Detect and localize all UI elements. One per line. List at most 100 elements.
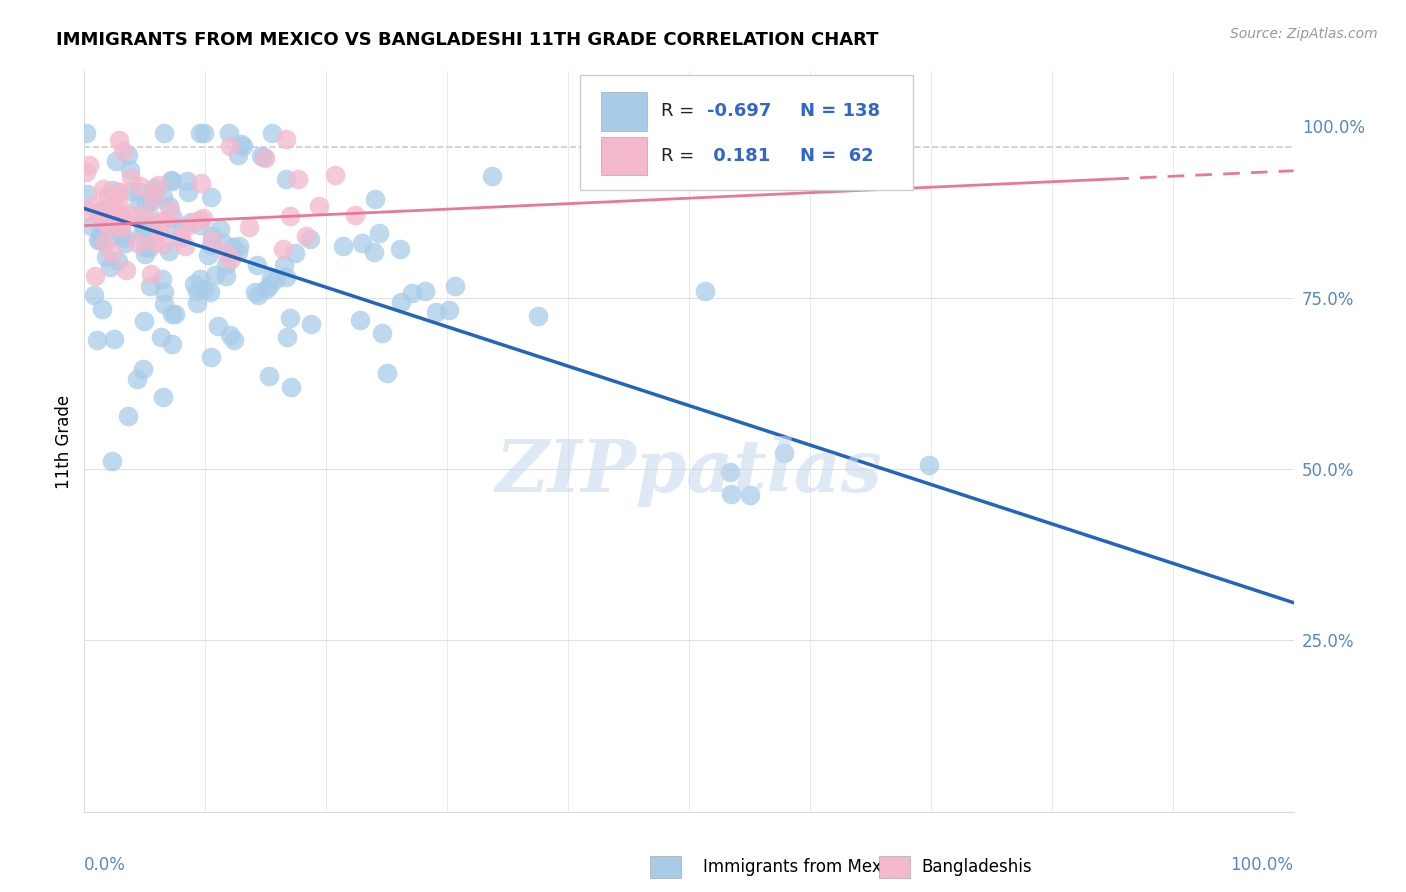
Point <box>260 126 283 140</box>
Point <box>250 149 273 163</box>
Text: N = 138: N = 138 <box>800 103 880 120</box>
Point <box>218 126 240 140</box>
Point <box>364 192 387 206</box>
Point <box>127 371 149 385</box>
Point <box>127 235 149 250</box>
Point <box>104 187 127 202</box>
Point <box>371 326 394 340</box>
Text: Source: ZipAtlas.com: Source: ZipAtlas.com <box>1230 27 1378 41</box>
Point <box>150 272 173 286</box>
Point <box>100 207 122 221</box>
Point <box>284 246 307 260</box>
Point <box>110 218 132 232</box>
Point <box>84 269 107 284</box>
Point <box>740 488 762 502</box>
Text: R =: R = <box>661 147 700 165</box>
Text: 100.0%: 100.0% <box>1230 856 1294 874</box>
Point <box>87 233 110 247</box>
Point <box>238 220 260 235</box>
Point <box>299 318 322 332</box>
Point <box>401 285 423 300</box>
Point <box>231 139 253 153</box>
Point <box>170 228 193 243</box>
Point <box>201 228 224 243</box>
Point <box>160 336 183 351</box>
Point <box>86 334 108 348</box>
Point <box>218 138 240 153</box>
Point <box>280 380 302 394</box>
Point <box>389 243 412 257</box>
Point <box>273 258 295 272</box>
Point <box>93 202 115 216</box>
Point <box>117 207 139 221</box>
Point <box>215 258 238 272</box>
Point <box>259 278 281 293</box>
Point <box>193 282 215 296</box>
Text: ZIPpatlas: ZIPpatlas <box>496 435 882 507</box>
Point <box>215 268 238 283</box>
Point <box>159 203 181 218</box>
Point <box>152 390 174 404</box>
Point <box>105 154 128 169</box>
Point <box>444 278 467 293</box>
Point <box>176 174 198 188</box>
Point <box>142 225 165 239</box>
Point <box>93 213 115 227</box>
Point <box>157 199 180 213</box>
Text: R =: R = <box>661 103 700 120</box>
Text: Bangladeshis: Bangladeshis <box>921 858 1032 876</box>
Point <box>139 195 162 210</box>
Point <box>375 367 398 381</box>
Point <box>83 287 105 301</box>
Point <box>188 213 211 227</box>
Point <box>112 211 135 226</box>
Point <box>183 277 205 292</box>
Text: -0.697: -0.697 <box>707 103 772 120</box>
FancyBboxPatch shape <box>581 75 912 190</box>
Point <box>188 272 211 286</box>
Point <box>157 244 180 258</box>
Point <box>86 205 108 219</box>
Point <box>180 215 202 229</box>
Point <box>177 186 200 200</box>
Point <box>91 202 114 216</box>
Point <box>93 219 115 233</box>
Point <box>264 271 287 285</box>
Point <box>128 185 150 199</box>
Point <box>222 240 245 254</box>
Point <box>149 330 172 344</box>
Point <box>139 187 162 202</box>
Point <box>332 239 354 253</box>
Point <box>200 350 222 364</box>
Point <box>253 150 276 164</box>
Point <box>100 454 122 468</box>
Text: 0.181: 0.181 <box>707 147 770 165</box>
Point <box>131 227 153 241</box>
Point <box>226 148 249 162</box>
Point <box>160 173 183 187</box>
Point <box>204 268 226 283</box>
Point <box>246 258 269 272</box>
Point <box>200 237 222 252</box>
Point <box>148 226 170 240</box>
Point <box>153 285 176 299</box>
Point <box>349 312 371 326</box>
Point <box>120 184 142 198</box>
Point <box>77 157 100 171</box>
Point <box>222 333 245 347</box>
Point <box>212 236 235 251</box>
Point <box>128 197 150 211</box>
Point <box>75 164 97 178</box>
Point <box>193 211 215 226</box>
Point <box>107 185 129 199</box>
Point <box>152 237 174 252</box>
Point <box>146 178 169 193</box>
Point <box>323 168 346 182</box>
Point <box>143 212 166 227</box>
Point <box>96 218 118 232</box>
Point <box>352 235 374 250</box>
Point <box>82 198 104 212</box>
Point <box>186 285 208 299</box>
Point <box>104 201 127 215</box>
Point <box>117 148 139 162</box>
